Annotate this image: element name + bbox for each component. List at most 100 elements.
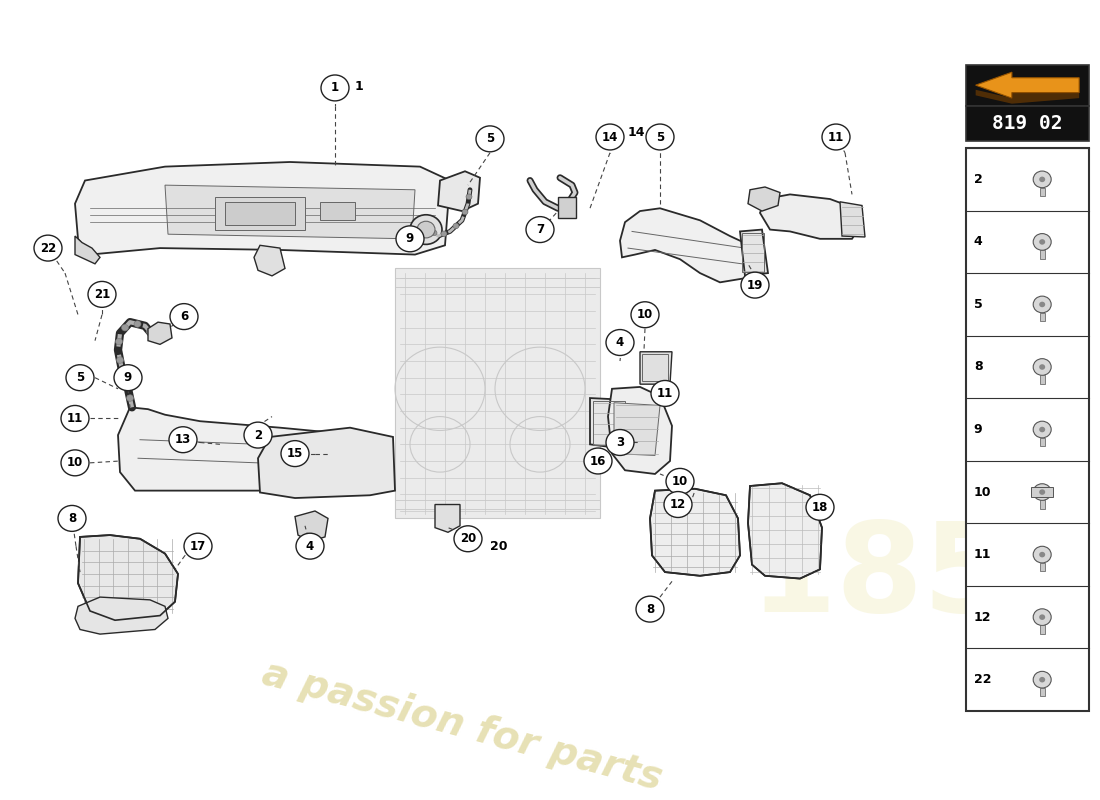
Text: 10: 10 <box>672 475 689 488</box>
Text: 20: 20 <box>490 540 507 553</box>
Polygon shape <box>75 162 450 254</box>
Text: 1: 1 <box>355 79 364 93</box>
Circle shape <box>169 426 197 453</box>
Circle shape <box>1033 358 1052 375</box>
Circle shape <box>1040 552 1045 558</box>
Text: 9: 9 <box>974 423 982 436</box>
Text: 1: 1 <box>331 82 339 94</box>
Bar <box>1040 250 1045 258</box>
Circle shape <box>296 534 324 559</box>
Circle shape <box>441 231 447 237</box>
Text: 2: 2 <box>974 173 982 186</box>
Circle shape <box>584 448 612 474</box>
Text: a passion for parts: a passion for parts <box>257 654 667 798</box>
Circle shape <box>1033 234 1052 250</box>
Text: 22: 22 <box>40 242 56 254</box>
Text: 10: 10 <box>67 456 84 470</box>
Circle shape <box>1033 546 1052 563</box>
Polygon shape <box>748 483 822 578</box>
Text: 22: 22 <box>974 673 991 686</box>
Bar <box>1040 313 1045 321</box>
Polygon shape <box>614 402 660 455</box>
Text: 14: 14 <box>628 126 646 139</box>
Circle shape <box>526 217 554 242</box>
Text: 11: 11 <box>828 130 844 143</box>
Bar <box>1040 500 1045 509</box>
Circle shape <box>121 376 129 382</box>
Text: 16: 16 <box>590 454 606 467</box>
Circle shape <box>1033 296 1052 313</box>
Circle shape <box>396 226 424 252</box>
Polygon shape <box>148 322 172 344</box>
Bar <box>1040 438 1045 446</box>
Bar <box>742 234 764 272</box>
Polygon shape <box>254 246 285 276</box>
Text: 8: 8 <box>68 512 76 525</box>
Text: 4: 4 <box>616 336 624 349</box>
Text: 8: 8 <box>646 602 654 616</box>
Text: 10: 10 <box>974 486 991 498</box>
Bar <box>642 354 668 382</box>
Circle shape <box>453 223 459 229</box>
Text: 21: 21 <box>94 288 110 301</box>
Circle shape <box>741 272 769 298</box>
Text: 2: 2 <box>254 429 262 442</box>
Circle shape <box>1033 484 1052 500</box>
Circle shape <box>454 526 482 552</box>
Circle shape <box>476 126 504 152</box>
Text: 12: 12 <box>670 498 686 511</box>
Circle shape <box>1040 490 1045 495</box>
Circle shape <box>651 381 679 406</box>
Circle shape <box>1040 677 1045 682</box>
Text: 15: 15 <box>287 447 304 460</box>
Text: 14: 14 <box>602 130 618 143</box>
Circle shape <box>1033 609 1052 626</box>
Polygon shape <box>608 387 672 474</box>
Bar <box>1040 563 1045 571</box>
Polygon shape <box>976 72 1079 98</box>
Circle shape <box>134 321 141 327</box>
Circle shape <box>822 124 850 150</box>
Polygon shape <box>118 407 392 490</box>
Text: 19: 19 <box>747 278 763 292</box>
Text: 5: 5 <box>656 130 664 143</box>
Circle shape <box>146 329 154 335</box>
Bar <box>966 65 1089 106</box>
Bar <box>1040 688 1045 696</box>
Polygon shape <box>740 230 768 276</box>
Circle shape <box>606 430 634 455</box>
Polygon shape <box>650 489 740 576</box>
Text: 20: 20 <box>460 532 476 546</box>
Bar <box>214 197 305 230</box>
Circle shape <box>1040 426 1045 432</box>
Circle shape <box>1040 614 1045 620</box>
Text: 8: 8 <box>974 361 982 374</box>
Text: 9: 9 <box>406 232 414 246</box>
Circle shape <box>126 395 133 402</box>
Circle shape <box>410 214 442 244</box>
Circle shape <box>170 304 198 330</box>
Circle shape <box>646 124 674 150</box>
Circle shape <box>636 596 664 622</box>
Polygon shape <box>165 185 415 239</box>
Circle shape <box>116 338 122 345</box>
Text: 4: 4 <box>306 540 315 553</box>
Text: 3: 3 <box>616 436 624 449</box>
Polygon shape <box>434 505 460 532</box>
Text: 13: 13 <box>175 434 191 446</box>
Bar <box>1040 375 1045 384</box>
Text: 4: 4 <box>974 235 982 249</box>
Polygon shape <box>748 187 780 211</box>
Bar <box>320 202 355 220</box>
Text: 5: 5 <box>76 371 84 384</box>
Text: 6: 6 <box>180 310 188 323</box>
Polygon shape <box>438 171 480 211</box>
Circle shape <box>431 230 437 235</box>
Text: 17: 17 <box>190 540 206 553</box>
Polygon shape <box>258 428 395 498</box>
Circle shape <box>114 365 142 390</box>
Circle shape <box>321 75 349 101</box>
Circle shape <box>88 282 116 307</box>
Circle shape <box>60 450 89 476</box>
Circle shape <box>244 422 272 448</box>
